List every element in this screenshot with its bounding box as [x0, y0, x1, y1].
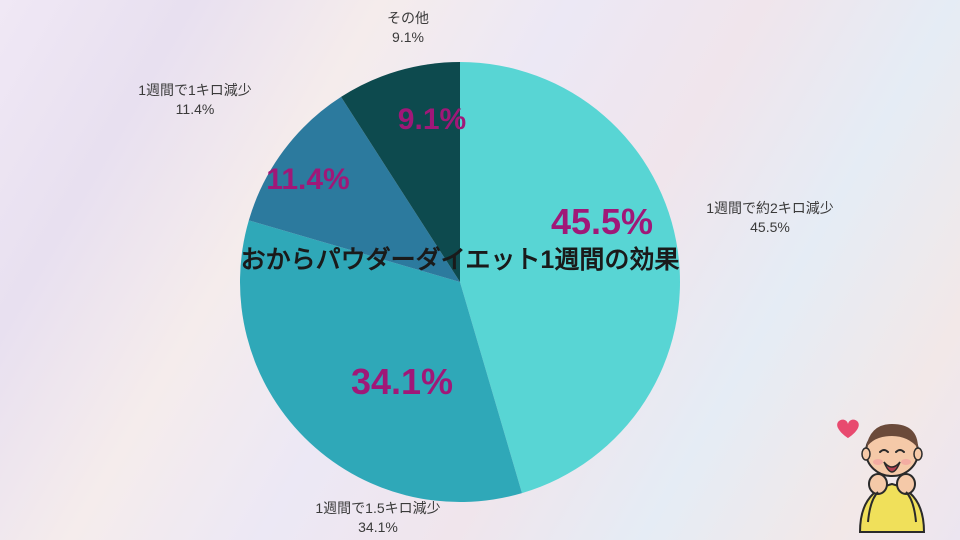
slice-external-label: 1週間で1.5キロ減少 34.1% [315, 499, 440, 537]
slice-percent-label: 9.1% [398, 103, 466, 137]
illust-hand-left [869, 474, 887, 494]
chart-title: おからパウダーダイエット1週間の効果 [241, 240, 680, 276]
slice-external-label: 1週間で1キロ減少 11.4% [138, 81, 252, 119]
illust-hand-right [897, 474, 915, 494]
slice-external-label-text: 1週間で1キロ減少 [138, 82, 252, 98]
slice-external-label-pct: 11.4% [138, 100, 252, 119]
pie-chart-container: 45.5% 34.1% 11.4% 9.1% 1週間で約2キロ減少 45.5% 1週間で1… [0, 0, 960, 540]
slice-percent-label: 45.5% [551, 201, 653, 243]
slice-percent-label: 11.4% [266, 163, 349, 197]
slice-external-label-text: 1週間で1.5キロ減少 [315, 500, 440, 516]
slice-external-label: 1週間で約2キロ減少 45.5% [706, 199, 834, 237]
slice-percent-label: 34.1% [351, 361, 453, 403]
slice-external-label-pct: 9.1% [387, 28, 429, 47]
slice-external-label: その他 9.1% [387, 9, 429, 47]
slice-external-label-text: その他 [387, 10, 429, 26]
corner-illustration [820, 404, 950, 534]
slice-external-label-pct: 45.5% [706, 218, 834, 237]
slice-external-label-text: 1週間で約2キロ減少 [706, 200, 834, 216]
heart-icon [837, 420, 859, 438]
slice-external-label-pct: 34.1% [315, 518, 440, 537]
